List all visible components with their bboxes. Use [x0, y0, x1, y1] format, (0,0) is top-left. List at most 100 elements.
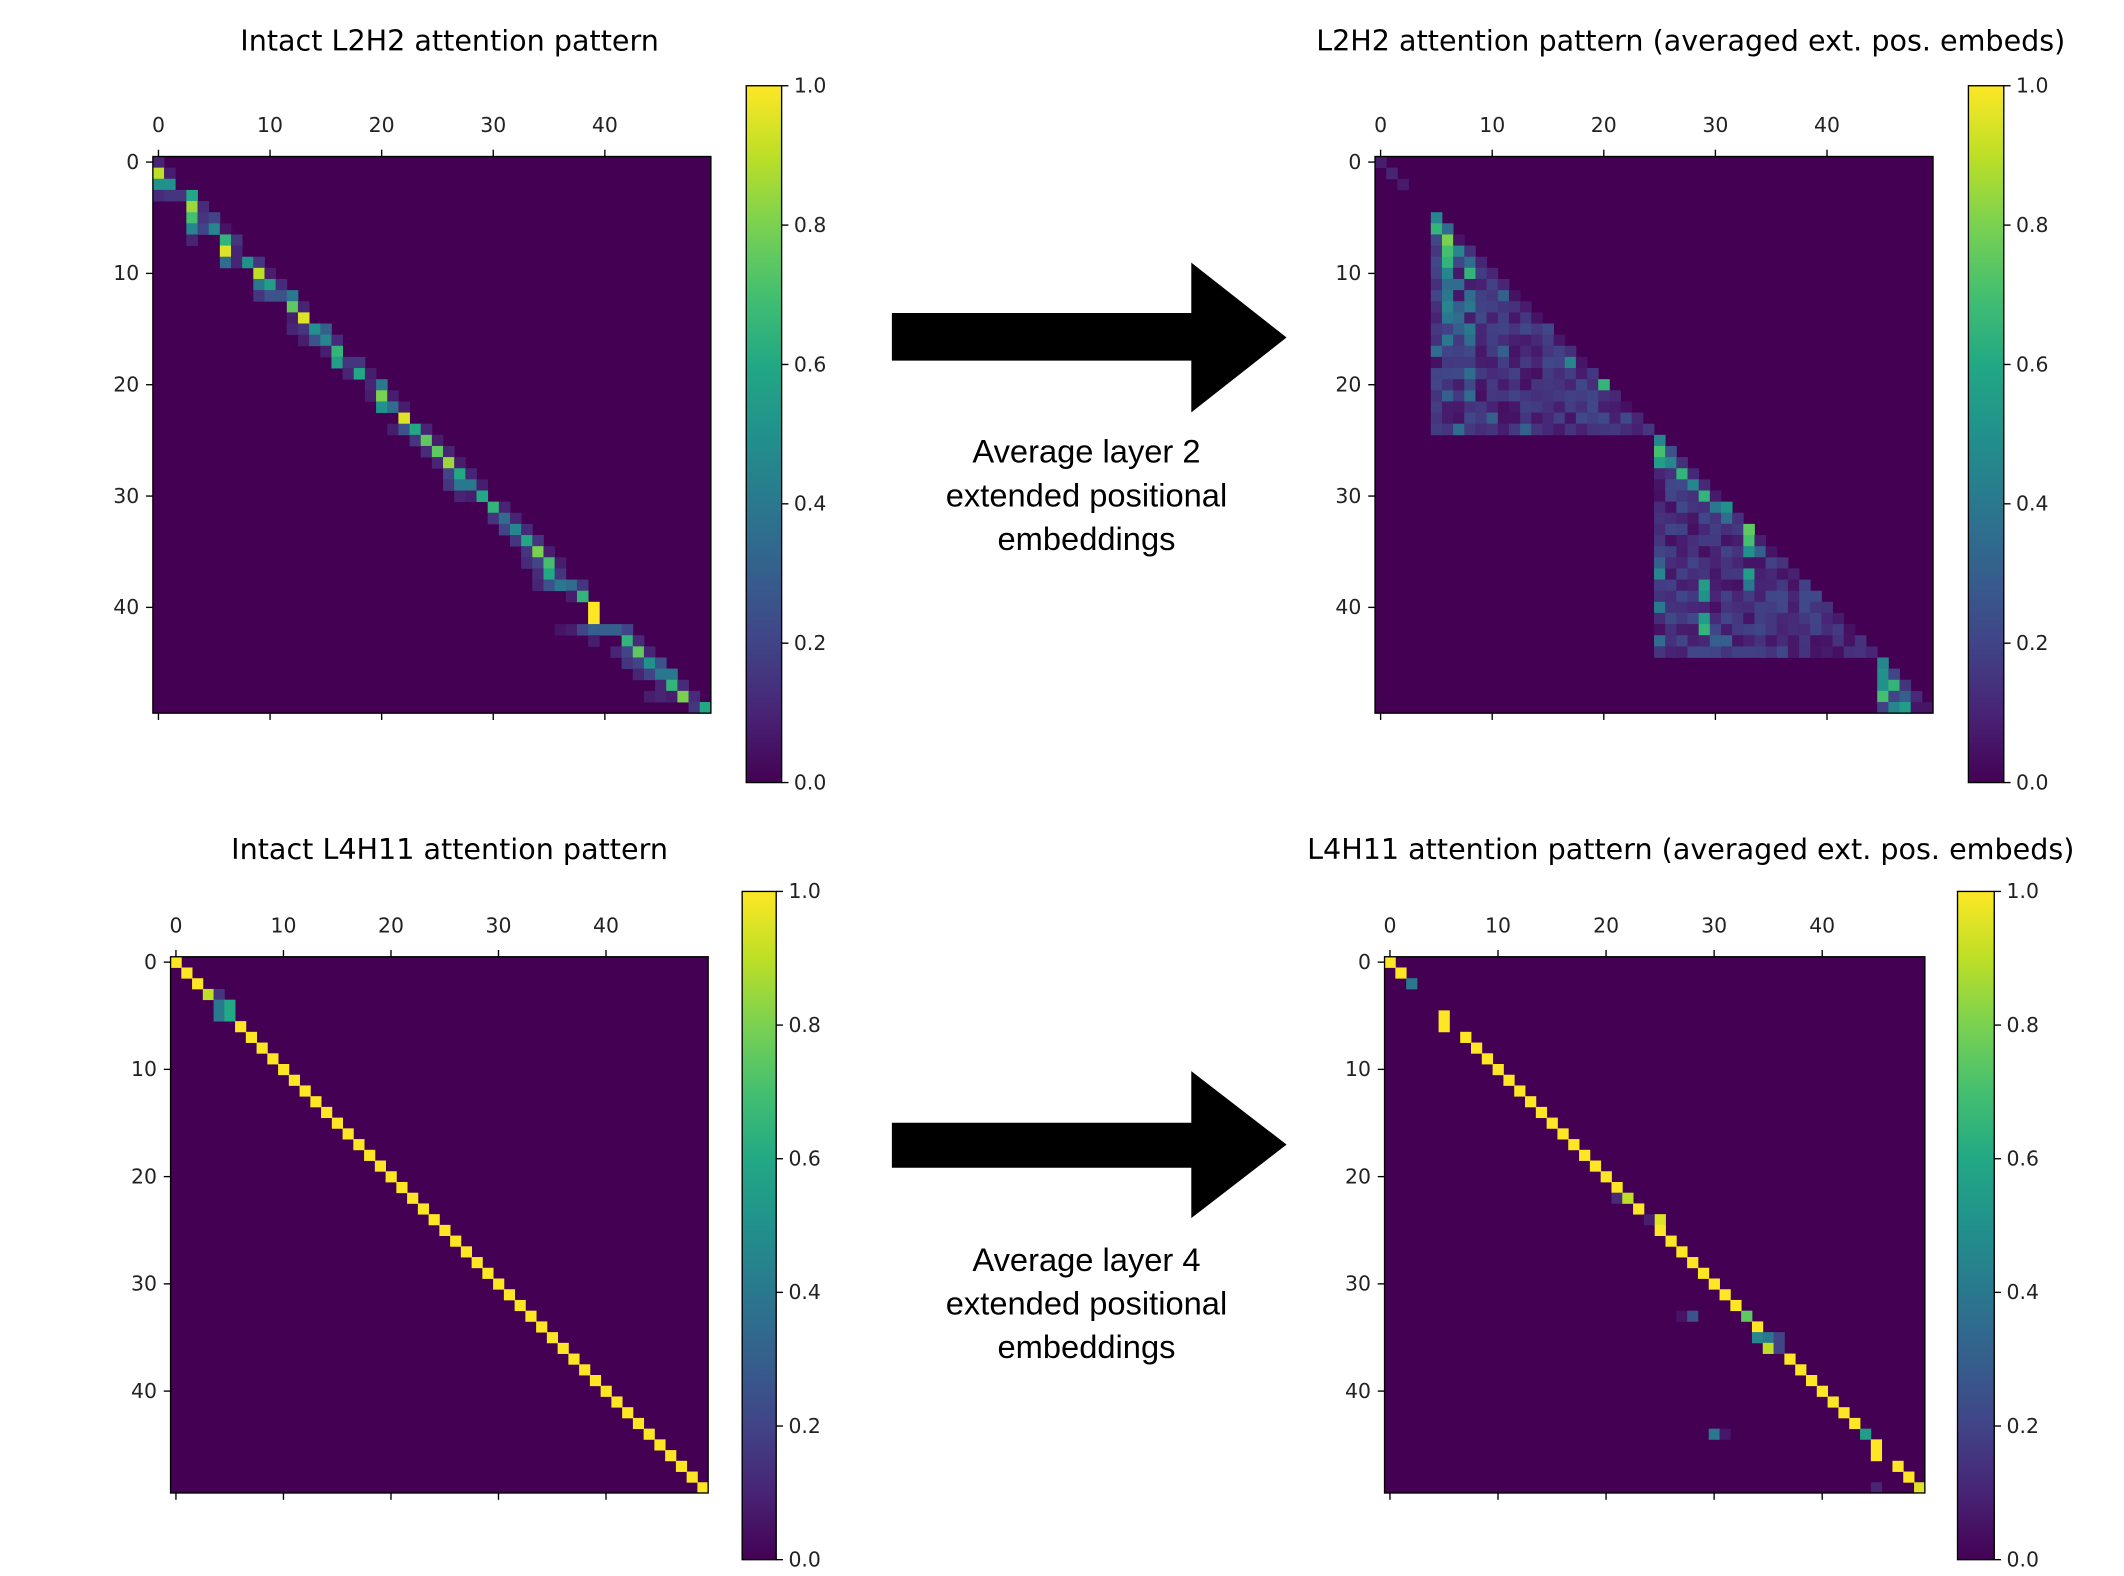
heatmap-cell [1676, 557, 1688, 569]
heatmap-cell [1732, 512, 1744, 525]
heatmap-cell [1525, 1096, 1537, 1108]
heatmap-cell [1508, 401, 1521, 413]
heatmap-cell [1732, 535, 1744, 547]
heatmap-cell [170, 956, 182, 968]
heatmap-cell [1787, 579, 1800, 592]
y-tick-label: 10 [1335, 261, 1361, 285]
heatmap-cell [1654, 546, 1666, 558]
heatmap-cell [1762, 1342, 1774, 1354]
heatmap-cell [1754, 568, 1767, 580]
heatmap-cell [509, 523, 522, 536]
heatmap-cell [1486, 334, 1499, 347]
heatmap-cell [1475, 401, 1488, 413]
heatmap-cell [1810, 590, 1822, 603]
heatmap-cell [1453, 390, 1465, 402]
heatmap-cell [1732, 557, 1744, 569]
heatmap-cell [1464, 290, 1476, 302]
heatmap-cell [1899, 690, 1912, 703]
heatmap-cell [219, 245, 232, 258]
heatmap-cell [482, 1267, 494, 1279]
heatmap-cell [1698, 501, 1711, 514]
heatmap-cell [1441, 390, 1454, 402]
heatmap-cell [398, 412, 410, 425]
heatmap-cell [202, 988, 214, 1001]
heatmap-cell [1531, 345, 1543, 358]
heatmap-cell [1430, 368, 1443, 380]
heatmap-cell [1676, 1246, 1688, 1258]
heatmap-cell [1542, 368, 1554, 380]
y-tick-label: 30 [113, 484, 139, 508]
heatmap-cell [509, 535, 522, 547]
heatmap-cell [1765, 546, 1778, 558]
heatmap-cell [1654, 434, 1666, 447]
y-tick-label: 40 [113, 595, 139, 619]
heatmap-cell [1575, 368, 1588, 380]
heatmap-cell [297, 312, 310, 324]
heatmap-cell [514, 1299, 526, 1312]
heatmap-cell [1453, 278, 1465, 291]
heatmap-cell [443, 468, 455, 480]
heatmap-cell [1687, 535, 1700, 547]
heatmap-cell [439, 1224, 451, 1237]
heatmap-cell [1520, 301, 1532, 313]
heatmap-cell [1743, 601, 1755, 614]
heatmap-cell [1520, 423, 1532, 436]
heatmap-cell [1464, 356, 1476, 369]
x-tick-label: 40 [1809, 913, 1835, 937]
heatmap-cell [1899, 702, 1912, 714]
heatmap-cell [1430, 278, 1443, 291]
y-tick-label: 20 [1345, 1164, 1371, 1188]
heatmap-cell [409, 423, 422, 436]
heatmap-cell [1441, 301, 1454, 313]
heatmap-cell [1720, 568, 1733, 580]
heatmap-cell [1598, 379, 1610, 391]
heatmap-cell [1754, 601, 1767, 614]
heatmap-frame [169, 956, 709, 1494]
heatmap-cell [1553, 412, 1566, 425]
heatmap-cell [1475, 423, 1488, 436]
heatmap-cell [1497, 278, 1510, 291]
heatmap-cell [1751, 1332, 1764, 1344]
heatmap-cell [1697, 1267, 1710, 1279]
heatmap-cell [1441, 278, 1454, 291]
heatmap-cell [297, 334, 310, 347]
heatmap-cell [521, 523, 533, 536]
heatmap-cell [1611, 1181, 1623, 1194]
heatmap-cell [1464, 334, 1476, 347]
heatmap-cell [1687, 546, 1700, 558]
heatmap-cell [655, 668, 667, 681]
heatmap-cell [1827, 1396, 1839, 1408]
heatmap-cell [1687, 624, 1700, 636]
heatmap-cell [568, 1353, 580, 1365]
heatmap-cell [1676, 1310, 1688, 1322]
heatmap-cell [1665, 624, 1677, 636]
heatmap-cell [1765, 590, 1778, 603]
heatmap-cell [1687, 557, 1700, 569]
heatmap-cell [1430, 290, 1443, 302]
heatmap-cell [666, 668, 678, 681]
heatmap-cell [1553, 368, 1566, 380]
heatmap-cell [1475, 345, 1488, 358]
heatmap-cell [1687, 523, 1700, 536]
x-tick-label: 30 [1701, 913, 1727, 937]
heatmap-cell [1475, 356, 1488, 369]
heatmap-cell [1709, 557, 1722, 569]
heatmap-cell [398, 401, 410, 413]
heatmap-cell [1508, 323, 1521, 336]
heatmap-cell [1709, 523, 1722, 536]
heatmap-cell [546, 1332, 559, 1344]
heatmap-cell [1598, 390, 1610, 402]
x-tick-label: 20 [378, 913, 404, 937]
heatmap-cell [1687, 646, 1700, 658]
x-tick-label: 10 [1479, 113, 1505, 137]
heatmap-cell [364, 1149, 376, 1161]
heatmap-cell [1654, 512, 1666, 525]
heatmap-cell [1654, 612, 1666, 625]
heatmap-cell [1676, 535, 1688, 547]
colorbar-tick-label: 0.8 [794, 213, 826, 237]
heatmap-cell [1486, 401, 1499, 413]
heatmap-cell [1743, 612, 1755, 625]
annotation-layer4-line1: Average layer 4 [972, 1241, 1200, 1278]
heatmap-cell [1665, 590, 1677, 603]
heatmap-cell [1441, 345, 1454, 358]
